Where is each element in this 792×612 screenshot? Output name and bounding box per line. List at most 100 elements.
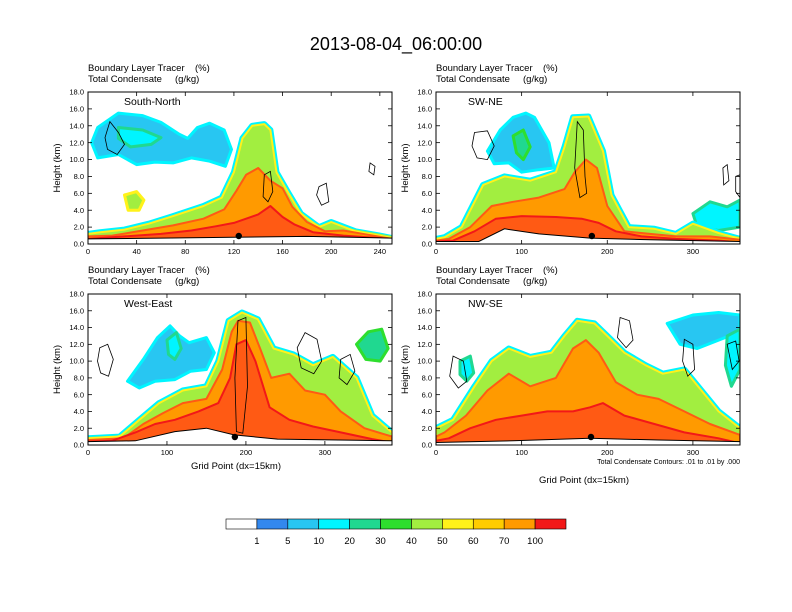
y-tick-label: 16.0: [417, 104, 432, 113]
condensate-contour-3: [722, 163, 730, 186]
y-tick-label: 4.0: [74, 206, 84, 215]
panel-label: West-East: [124, 298, 172, 310]
y-axis-label: Height (km): [400, 143, 411, 192]
y-tick-label: 10.0: [69, 155, 84, 164]
x-tick-label: 200: [325, 247, 338, 256]
y-tick-label: 18.0: [69, 88, 84, 97]
panel-title-line1: Boundary Layer Tracer: [436, 265, 533, 276]
y-tick-label: 12.0: [69, 138, 84, 147]
colorbar-box: [442, 518, 474, 530]
y-tick-label: 6.0: [74, 390, 84, 399]
y-tick-label: 8.0: [74, 172, 84, 181]
panel-label: South-North: [124, 96, 181, 108]
plot-frame: [87, 91, 393, 245]
condensate-contour-2: [617, 316, 634, 349]
location-marker: [588, 232, 596, 240]
plot-area: [88, 294, 392, 445]
x-tick-label: 120: [228, 247, 241, 256]
y-tick-label: 10.0: [417, 357, 432, 366]
plot-area: [436, 294, 740, 445]
x-axis-label: Grid Point (dx=15km): [191, 461, 281, 472]
x-axis-label: Grid Point (dx=15km): [539, 475, 629, 486]
tracer-layer-3: [436, 402, 740, 445]
y-tick-label: 16.0: [69, 104, 84, 113]
panel-title-line1-unit: (%): [195, 265, 210, 276]
condensate-contour-4: [368, 162, 376, 176]
condensate-contour-1: [104, 120, 125, 156]
panel-title-line1-unit: (%): [543, 265, 558, 276]
condensate-contour-1: [471, 130, 495, 161]
colorbar-box: [411, 518, 443, 530]
y-tick-label: 4.0: [422, 407, 432, 416]
y-tick-label: 6.0: [74, 189, 84, 198]
plot-frame: [435, 293, 741, 446]
x-tick-label: 300: [687, 448, 700, 457]
x-tick-label: 200: [601, 247, 614, 256]
colorbar: 1 5 10 20 30 40 50 60 70 100: [225, 518, 567, 547]
y-axis-label: Height (km): [400, 345, 411, 394]
x-tick-label: 200: [240, 448, 253, 457]
x-tick-label: 200: [601, 448, 614, 457]
x-tick-label: 100: [161, 448, 174, 457]
colorbar-box: [318, 518, 350, 530]
colorbar-box: [225, 518, 258, 530]
condensate-contour-4: [735, 174, 740, 199]
y-tick-label: 2.0: [422, 223, 432, 232]
colorbar-tick-label: 50: [437, 536, 448, 547]
panel-2: Boundary Layer Tracer (%) Total Condensate…: [400, 63, 741, 256]
panel-title-line2-unit: (g/kg): [523, 74, 547, 85]
y-tick-label: 2.0: [74, 424, 84, 433]
y-tick-label: 6.0: [422, 390, 432, 399]
panel-title-line1-unit: (%): [195, 63, 210, 74]
y-tick-label: 4.0: [422, 206, 432, 215]
x-tick-label: 300: [687, 247, 700, 256]
y-tick-label: 12.0: [417, 138, 432, 147]
panel-4: Boundary Layer Tracer (%) Total Condensate…: [400, 265, 741, 486]
panel-title-line2: Total Condensate: [436, 276, 510, 287]
tracer-layer-3: [88, 205, 392, 241]
y-tick-label: 8.0: [422, 373, 432, 382]
panel-title-line1-unit: (%): [543, 63, 558, 74]
colorbar-box: [380, 518, 412, 530]
panel-title-line2: Total Condensate: [436, 74, 510, 85]
x-tick-label: 160: [276, 247, 289, 256]
y-tick-label: 18.0: [69, 290, 84, 299]
y-tick-label: 18.0: [417, 88, 432, 97]
y-axis-label: Height (km): [52, 143, 63, 192]
panel-title-line2-unit: (g/kg): [523, 276, 547, 287]
y-tick-label: 2.0: [422, 424, 432, 433]
y-tick-label: 12.0: [69, 340, 84, 349]
condensate-contour-2: [262, 170, 274, 203]
cloud-region-3: [123, 190, 146, 212]
colorbar-tick-label: 70: [499, 536, 510, 547]
colorbar-box: [256, 518, 289, 530]
y-tick-label: 14.0: [69, 323, 84, 332]
colorbar-box: [349, 518, 381, 530]
x-tick-label: 0: [434, 247, 438, 256]
panels: Boundary Layer Tracer (%) Total Condensate…: [52, 63, 741, 486]
x-tick-label: 0: [86, 247, 90, 256]
contour-note: Total Condensate Contours: .01 to .01 by…: [597, 459, 740, 466]
panel-1: Boundary Layer Tracer (%) Total Condensate…: [52, 63, 393, 256]
cloud-region-3: [355, 327, 390, 363]
panel-title-line2: Total Condensate: [88, 276, 162, 287]
y-tick-label: 8.0: [74, 373, 84, 382]
location-marker: [587, 433, 595, 441]
location-marker: [231, 433, 239, 441]
cloud-region-2: [116, 126, 163, 149]
tracer-layer-1: [88, 123, 392, 241]
panel-title-line2-unit: (g/kg): [175, 276, 199, 287]
plot-frame: [87, 293, 393, 446]
plot-area: [436, 92, 740, 244]
panel-3: Boundary Layer Tracer (%) Total Condensate…: [52, 265, 393, 472]
y-tick-label: 2.0: [74, 223, 84, 232]
terrain-outline: [436, 228, 740, 242]
y-axis-label: Height (km): [52, 345, 63, 394]
colorbar-tick-label: 60: [468, 536, 479, 547]
condensate-contour-1: [449, 355, 468, 389]
y-tick-label: 0.0: [422, 441, 432, 450]
condensate-contour-2: [296, 332, 323, 375]
colorbar-box: [534, 518, 567, 530]
cloud-region-3: [458, 354, 476, 383]
